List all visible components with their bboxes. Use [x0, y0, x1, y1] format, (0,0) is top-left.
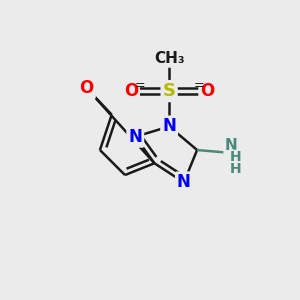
Text: H: H	[230, 150, 241, 164]
Text: =: =	[134, 79, 145, 92]
Text: O: O	[200, 82, 214, 100]
Text: O: O	[80, 79, 94, 97]
Text: H: H	[230, 162, 241, 176]
Text: S: S	[163, 82, 176, 100]
Text: CH₃: CH₃	[154, 51, 184, 66]
Text: N: N	[162, 117, 176, 135]
Text: N: N	[225, 138, 237, 153]
Text: O: O	[124, 82, 138, 100]
Text: N: N	[177, 173, 191, 191]
Text: N: N	[128, 128, 142, 146]
Text: =: =	[193, 79, 204, 92]
